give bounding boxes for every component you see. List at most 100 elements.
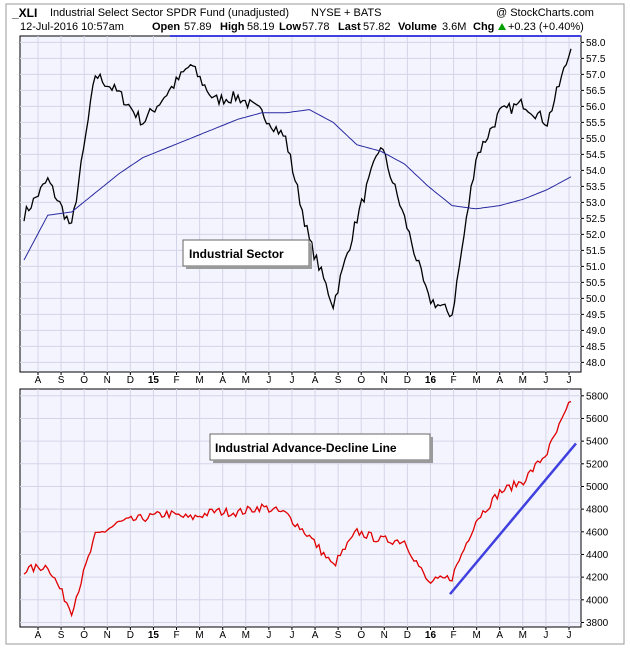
price-y-tick-label: 48.5 (586, 342, 606, 353)
ad-y-tick-label: 4000 (586, 595, 609, 606)
price-y-tick-label: 58.0 (586, 38, 606, 49)
price-x-tick-label: D (127, 375, 134, 386)
price-y-tick-label: 51.0 (586, 262, 606, 273)
last-label: Last (338, 21, 361, 33)
low-value: 57.78 (302, 21, 330, 33)
price-y-tick-label: 51.5 (586, 246, 606, 257)
ad-y-axis: 3800 4000 4200 4400 4600 4800 5000 5200 5400 5600… (581, 391, 609, 629)
price-y-tick-label: 49.5 (586, 310, 606, 321)
price-grid (20, 36, 581, 372)
price-panel (19, 35, 582, 373)
ad-x-tick-label: D (127, 630, 134, 641)
ad-y-tick-label: 5200 (586, 459, 609, 470)
ad-x-tick-label: M (195, 630, 203, 641)
chg-label: Chg (473, 21, 494, 33)
ad-x-tick-label: F (451, 630, 457, 641)
volume-label: Volume (398, 21, 437, 33)
price-y-tick-label: 57.0 (586, 70, 606, 81)
ad-y-tick-label: 3800 (586, 618, 609, 629)
ad-x-tick-label: N (381, 630, 388, 641)
price-x-tick-label: A (496, 375, 503, 386)
price-y-tick-label: 52.0 (586, 230, 606, 241)
price-y-tick-label: 56.5 (586, 86, 606, 97)
low-label: Low (279, 21, 301, 33)
price-x-tick-label: J (266, 375, 271, 386)
price-y-tick-label: 53.5 (586, 182, 606, 193)
price-series-group (23, 35, 581, 318)
ad-x-tick-label: S (58, 630, 65, 641)
price-x-tick-label: M (195, 375, 203, 386)
price-y-tick-label: 50.5 (586, 278, 606, 289)
ad-x-axis: A S O N D 15 F M A M J J A S O N D 16 F M A M J J (35, 627, 571, 641)
ad-y-tick-label: 4400 (586, 550, 609, 561)
ad-x-tick-label: 15 (148, 630, 160, 641)
ad-x-tick-label: J (266, 630, 271, 641)
date-label: 12-Jul-2016 10:57am (20, 21, 124, 33)
price-x-tick-label: O (80, 375, 88, 386)
ad-y-tick-label: 4200 (586, 573, 609, 584)
ad-x-tick-label: A (219, 630, 226, 641)
ad-y-tick-label: 5400 (586, 437, 609, 448)
open-label: Open (152, 21, 180, 33)
price-x-tick-label: A (35, 375, 42, 386)
last-value: 57.82 (363, 21, 391, 33)
price-x-tick-label: S (335, 375, 342, 386)
ad-x-tick-label: J (566, 630, 571, 641)
price-y-tick-label: 50.0 (586, 294, 606, 305)
ad-x-tick-label: A (35, 630, 42, 641)
price-x-tick-label: A (312, 375, 319, 386)
ad-line-label-shadow-bottom (213, 460, 433, 463)
ad-line-label: Industrial Advance-Decline Line (215, 441, 397, 455)
brand-label: @ StockCharts.com (496, 7, 594, 19)
ad-x-tick-label: N (104, 630, 111, 641)
ad-x-tick-label: O (357, 630, 365, 641)
ad-x-tick-label: S (335, 630, 342, 641)
price-x-tick-label: J (543, 375, 548, 386)
price-x-tick-label: 15 (148, 375, 160, 386)
price-x-tick-label: M (472, 375, 480, 386)
price-y-tick-label: 52.5 (586, 214, 606, 225)
ad-y-tick-label: 5600 (586, 414, 609, 425)
price-x-tick-label: S (58, 375, 65, 386)
ad-x-tick-label: M (472, 630, 480, 641)
industrial-sector-label-shadow-bottom (186, 266, 312, 269)
price-x-axis: A S O N D 15 F M A M J J A S O N D 16 F M A M J J (35, 372, 571, 386)
price-y-tick-label: 49.0 (586, 326, 606, 337)
ad-panel (19, 388, 582, 628)
price-x-tick-label: J (566, 375, 571, 386)
price-x-tick-label: D (404, 375, 411, 386)
price-y-tick-label: 56.0 (586, 102, 606, 113)
chart-title: Industrial Select Sector SPDR Fund (unad… (50, 7, 289, 19)
ad-y-tick-label: 5800 (586, 391, 609, 402)
high-label: High (220, 21, 245, 33)
ad-x-tick-label: F (173, 630, 179, 641)
ad-x-tick-label: M (519, 630, 527, 641)
ad-y-tick-label: 4800 (586, 505, 609, 516)
price-x-tick-label: 16 (425, 375, 437, 386)
price-y-tick-label: 54.0 (586, 166, 606, 177)
price-y-tick-label: 48.0 (586, 358, 606, 369)
up-arrow-icon (498, 23, 506, 30)
price-x-tick-label: M (519, 375, 527, 386)
ad-series-group (23, 400, 577, 618)
ad-x-tick-label: A (312, 630, 319, 641)
chg-value: +0.23 (+0.40%) (508, 21, 584, 33)
ad-y-tick-label: 5000 (586, 482, 609, 493)
price-y-tick-label: 54.5 (586, 150, 606, 161)
price-x-tick-label: A (219, 375, 226, 386)
price-x-tick-label: J (289, 375, 294, 386)
high-value: 58.19 (247, 21, 275, 33)
price-x-tick-label: F (451, 375, 457, 386)
industrial-sector-label-shadow (309, 243, 312, 269)
price-y-tick-label: 53.0 (586, 198, 606, 209)
volume-value: 3.6M (442, 21, 466, 33)
price-x-tick-label: O (357, 375, 365, 386)
moving-average-line (23, 109, 572, 261)
ad-x-tick-label: 16 (425, 630, 437, 641)
ad-x-tick-label: J (543, 630, 548, 641)
ad-x-tick-label: D (404, 630, 411, 641)
ad-series-line (23, 400, 572, 618)
exchange-label: NYSE + BATS (311, 7, 381, 19)
ad-x-tick-label: J (289, 630, 294, 641)
